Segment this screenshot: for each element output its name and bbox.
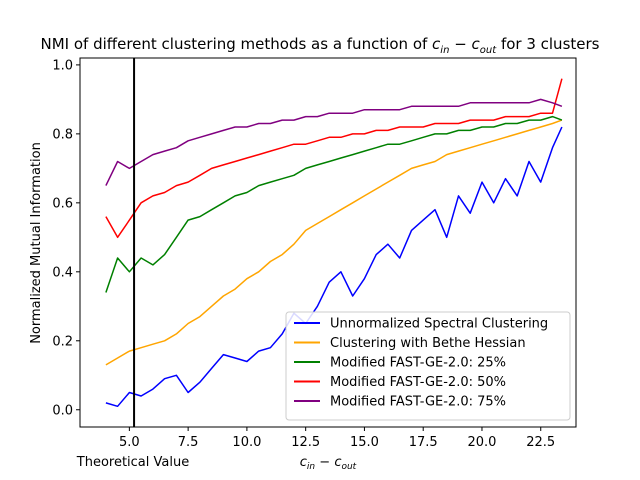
x-tick-label: 15.0 [350,435,379,450]
x-tick-label: 7.5 [178,435,199,450]
x-tick-label: 5.0 [119,435,140,450]
y-axis-ticks: 0.0 0.2 0.4 0.6 0.8 1.0 [52,58,80,418]
y-tick-label: 1.0 [52,58,73,73]
y-tick-label: 0.2 [52,334,73,349]
legend-label: Modified FAST-GE-2.0: 50% [330,375,506,390]
y-tick-label: 0.8 [52,127,73,142]
x-axis-ticks: 5.0 7.5 10.0 12.5 15.0 17.5 20.0 22.5 [119,427,555,450]
y-axis-label: Normalized Mutual Information [29,142,44,344]
x-tick-label: 17.5 [409,435,438,450]
legend-label: Unnormalized Spectral Clustering [330,317,548,332]
x-tick-label: 10.0 [232,435,261,450]
x-axis-label: cin − cout [300,455,357,472]
legend-items: Unnormalized Spectral Clustering Clusteri… [294,317,548,410]
plot-frame [79,57,577,428]
y-tick-label: 0.0 [52,403,73,418]
x-tick-label: 20.0 [467,435,496,450]
series-line-5 [105,98,563,186]
legend-label: Modified FAST-GE-2.0: 25% [330,356,506,371]
series-line-3 [105,115,563,293]
series-line-4 [105,78,563,239]
y-tick-label: 0.4 [52,265,73,280]
series-layer [105,78,563,408]
chart-title: NMI of different clustering methods as a… [41,35,600,56]
legend-label: Modified FAST-GE-2.0: 75% [330,395,506,410]
legend-label: Clustering with Bethe Hessian [330,336,526,351]
x-tick-label: 22.5 [526,435,555,450]
series-line-2 [105,119,563,366]
y-tick-label: 0.6 [52,196,73,211]
x-tick-label: 12.5 [291,435,320,450]
series-line-1 [105,126,563,408]
theoretical-value-label: Theoretical Value [76,455,189,470]
legend: Unnormalized Spectral Clustering Clusteri… [285,311,571,421]
legend-box [285,311,571,421]
